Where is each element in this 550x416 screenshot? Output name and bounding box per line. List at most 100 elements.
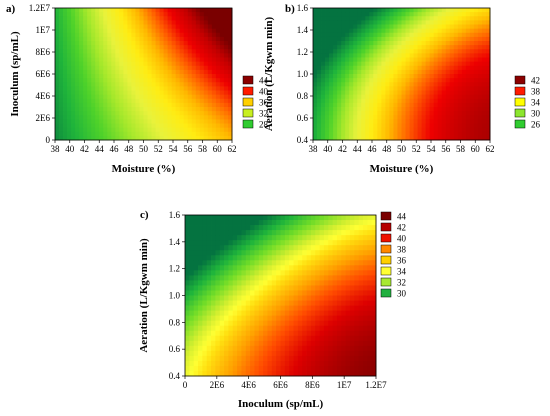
heatmap-cell xyxy=(131,28,136,34)
heatmap-cell xyxy=(211,260,216,266)
heatmap-cell xyxy=(409,107,414,112)
heatmap-cell xyxy=(317,82,322,87)
heatmap-cell xyxy=(202,360,208,367)
heatmap-cell xyxy=(389,135,394,141)
heatmap-cell xyxy=(289,370,294,377)
heatmap-cell xyxy=(362,220,368,226)
heatmap-cell xyxy=(55,98,60,104)
heatmap-cell xyxy=(147,41,152,46)
heatmap-cell xyxy=(373,61,378,67)
heatmap-cell xyxy=(211,365,216,372)
heatmap-cell xyxy=(465,8,471,13)
heatmap-cell xyxy=(79,57,84,63)
heatmap-cell xyxy=(79,61,84,67)
heatmap-cell xyxy=(250,265,255,271)
heatmap-cell xyxy=(397,111,402,116)
heatmap-cell xyxy=(215,115,221,120)
heatmap-cell xyxy=(135,111,140,116)
heatmap-cell xyxy=(276,355,281,362)
heatmap-cell xyxy=(263,355,268,362)
heatmap-cell xyxy=(99,115,104,120)
heatmap-cell xyxy=(211,61,217,67)
heatmap-cell xyxy=(319,350,325,357)
heatmap-cell xyxy=(87,127,92,133)
heatmap-cell xyxy=(191,102,197,108)
heatmap-cell xyxy=(199,86,205,91)
heatmap-cell xyxy=(159,49,165,54)
heatmap-cell xyxy=(461,131,467,137)
heatmap-cell xyxy=(289,245,294,251)
heatmap-cell xyxy=(323,260,329,266)
heatmap-cell xyxy=(193,230,199,236)
heatmap-cell xyxy=(71,49,76,54)
heatmap-cell xyxy=(211,49,217,54)
heatmap-cell xyxy=(405,82,410,87)
heatmap-cell xyxy=(341,255,347,261)
heatmap-cell xyxy=(95,115,100,120)
heatmap-cell xyxy=(223,24,229,30)
heatmap-cell xyxy=(280,305,286,311)
heatmap-cell xyxy=(315,285,320,291)
heatmap-cell xyxy=(83,28,88,34)
heatmap-cell xyxy=(437,16,443,21)
heatmap-cell xyxy=(397,45,402,50)
heatmap-cell xyxy=(409,65,414,71)
heatmap-cell xyxy=(319,230,325,236)
heatmap-cell xyxy=(413,135,418,141)
legend-label: 40 xyxy=(397,234,407,244)
heatmap-cell xyxy=(127,135,132,141)
heatmap-cell xyxy=(445,135,451,141)
heatmap-cell xyxy=(409,111,414,116)
heatmap-cell xyxy=(127,107,132,112)
heatmap-cell xyxy=(159,94,165,100)
heatmap-cell xyxy=(107,49,112,54)
heatmap-cell xyxy=(317,36,322,42)
heatmap-cell xyxy=(306,350,312,357)
heatmap-cell xyxy=(91,53,96,58)
heatmap-cell xyxy=(202,215,208,221)
heatmap-cell xyxy=(337,115,342,120)
heatmap-cell xyxy=(313,49,318,54)
heatmap-cell xyxy=(206,300,212,306)
heatmap-cell xyxy=(179,45,185,50)
heatmap-cell xyxy=(445,94,451,100)
heatmap-cell xyxy=(393,36,398,42)
heatmap-cell xyxy=(441,82,447,87)
heatmap-cell xyxy=(171,61,177,67)
heatmap-cell xyxy=(237,355,242,362)
heatmap-cell xyxy=(254,235,260,241)
heatmap-cell xyxy=(171,8,177,13)
heatmap-cell xyxy=(345,230,351,236)
heatmap-cell xyxy=(189,245,195,251)
heatmap-cell xyxy=(361,36,366,42)
heatmap-cell xyxy=(191,82,197,87)
heatmap-cell xyxy=(367,265,373,271)
heatmap-cell xyxy=(203,16,209,21)
heatmap-cell xyxy=(155,82,160,87)
heatmap-cell xyxy=(179,98,185,104)
heatmap-cell xyxy=(365,8,370,13)
heatmap-cell xyxy=(328,255,333,261)
heatmap-cell xyxy=(302,320,307,327)
heatmap-cell xyxy=(258,325,264,332)
heatmap-cell xyxy=(223,8,229,13)
heatmap-cell xyxy=(481,102,487,108)
heatmap-cell xyxy=(437,32,443,38)
heatmap-cell xyxy=(397,8,402,13)
heatmap-cell xyxy=(111,16,116,21)
heatmap-cell xyxy=(207,94,213,100)
heatmap-cell xyxy=(115,45,120,50)
heatmap-cell xyxy=(254,340,260,347)
heatmap-cell xyxy=(155,65,160,71)
heatmap-cell xyxy=(362,350,368,357)
heatmap-cell xyxy=(465,123,471,129)
heatmap-cell xyxy=(289,275,294,281)
heatmap-cell xyxy=(151,69,156,75)
heatmap-cell xyxy=(425,24,431,30)
heatmap-cell xyxy=(369,131,374,137)
heatmap-cell xyxy=(337,49,342,54)
heatmap-cell xyxy=(437,57,443,63)
heatmap-cell xyxy=(199,119,205,124)
heatmap-cell xyxy=(437,119,443,124)
heatmap-cell xyxy=(211,107,217,112)
